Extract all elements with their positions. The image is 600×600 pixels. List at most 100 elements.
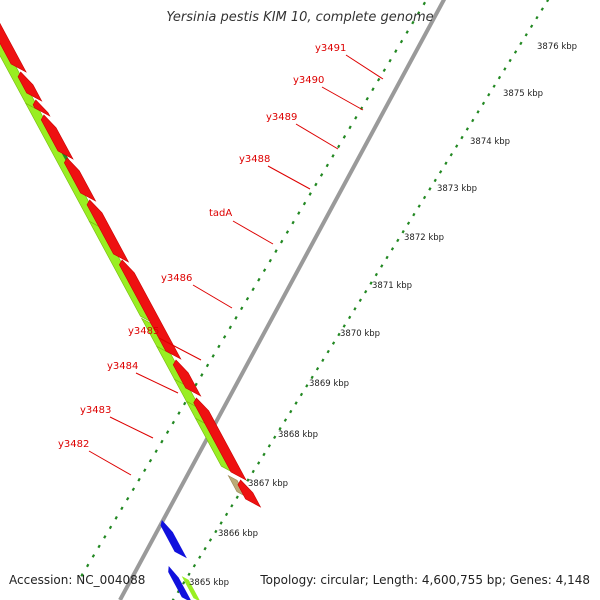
gene-leader-line [158,337,202,361]
inner-tick-mark [465,127,469,131]
outer-tick-mark [160,439,164,444]
red-gene-feature[interactable] [172,359,202,397]
outer-tick-mark [411,20,415,25]
red-gene-feature[interactable] [40,114,74,160]
gene-label-y3491[interactable]: y3491 [315,43,346,54]
gene-label-tadA[interactable]: tadA [209,208,232,219]
outer-tick-mark [165,430,170,435]
outer-tick-mark [348,125,352,130]
inner-tick-track [171,0,550,600]
outer-tick-mark [86,563,90,568]
inner-tick-mark [390,247,395,251]
outer-tick-mark [108,525,113,530]
inner-tick-mark [380,264,384,268]
inner-tick-mark [438,170,443,174]
gene-label-y3485[interactable]: y3485 [128,326,159,337]
outer-tick-mark [388,58,392,63]
inner-tick-mark [337,332,341,337]
outer-tick-mark [222,335,227,339]
gene-label-y3483[interactable]: y3483 [80,405,111,416]
red-gene-feature[interactable] [86,199,130,263]
gene-label-y3488[interactable]: y3488 [239,154,270,165]
gene-label-y3490[interactable]: y3490 [293,75,324,86]
scale-label: 3875 kbp [503,89,543,99]
outer-tick-mark [234,315,238,320]
inner-tick-mark [299,392,304,397]
inner-tick-mark [374,272,378,277]
scale-label: 3872 kbp [404,233,444,243]
inner-tick-mark [401,229,405,234]
red-gene-feature[interactable] [32,99,51,117]
red-gene-feature[interactable] [118,259,182,360]
inner-tick-mark [294,401,298,405]
gene-leader-line [295,123,339,150]
inner-tick-mark [203,546,207,551]
inner-tick-mark [524,33,528,37]
outer-tick-mark [120,506,124,511]
inner-tick-mark [460,135,464,140]
gene-leader-line [135,372,179,394]
outer-tick-mark [422,1,426,6]
inner-tick-mark [278,426,282,431]
inner-tick-mark [364,289,368,294]
scale-label-track: 3865 kbp 3866 kbp 3867 kbp 3868 kbp 3869 kbp… [189,42,577,588]
inner-tick-mark [305,384,309,388]
inner-tick-mark [331,341,336,345]
blue-gene-feature[interactable] [168,566,192,600]
inner-tick-mark [208,538,213,542]
inner-tick-mark [326,349,330,354]
outer-tick-mark [274,249,278,254]
gene-label-y3489[interactable]: y3489 [266,112,297,123]
inner-tick-mark [246,478,250,482]
outer-tick-mark [143,468,147,473]
outer-tick-mark [200,373,204,377]
inner-tick-mark [444,161,448,166]
outer-tick-mark [154,449,158,454]
inner-tick-mark [503,67,507,71]
outer-tick-mark [376,77,381,82]
inner-tick-mark [230,504,234,508]
red-gene-feature[interactable] [193,397,247,481]
scale-label: 3867 kbp [248,479,288,489]
inner-tick-mark [433,178,437,183]
red-gene-feature[interactable] [0,0,27,73]
inner-tick-mark [310,375,314,380]
red-gene-feature[interactable] [17,71,43,102]
outer-tick-mark [177,411,181,415]
outer-tick-mark [337,144,341,149]
inner-tick-mark [422,195,427,200]
inner-tick-mark [182,581,186,585]
red-gene-feature[interactable] [63,157,97,202]
inner-tick-mark [251,469,255,474]
outer-tick-mark [268,258,272,263]
outer-tick-track [80,1,426,577]
blue-gene-feature[interactable] [160,520,187,559]
inner-tick-mark [476,110,480,114]
outer-tick-mark [280,239,284,244]
gene-label-track: y3491 y3490 y3489 y3488 tadA y3486 y3485 y3484 y… [58,43,384,476]
gene-label-y3484[interactable]: y3484 [107,361,138,372]
gene-label-y3486[interactable]: y3486 [161,273,192,284]
gene-leader-line [109,416,154,439]
outer-tick-mark [114,515,118,520]
inner-tick-mark [283,418,288,422]
inner-tick-mark [529,24,534,29]
red-gene-feature[interactable] [237,479,262,508]
scale-label: 3866 kbp [218,529,258,539]
inner-tick-mark [369,281,373,285]
inner-tick-mark [214,529,218,534]
green-gene-feature[interactable] [181,576,201,600]
inner-tick-mark [289,409,293,414]
gene-label-y3482[interactable]: y3482 [58,439,89,450]
genome-summary-text: Topology: circular; Length: 4,600,755 bp… [260,573,590,587]
inner-tick-mark [546,0,550,3]
outer-tick-mark [97,544,101,549]
genome-backbone [118,0,447,600]
inner-tick-mark [519,41,523,46]
scale-label: 3869 kbp [309,379,349,389]
outer-tick-mark [103,535,107,539]
outer-tick-mark [297,211,301,215]
inner-tick-mark [171,598,175,600]
outer-tick-mark [125,496,130,501]
